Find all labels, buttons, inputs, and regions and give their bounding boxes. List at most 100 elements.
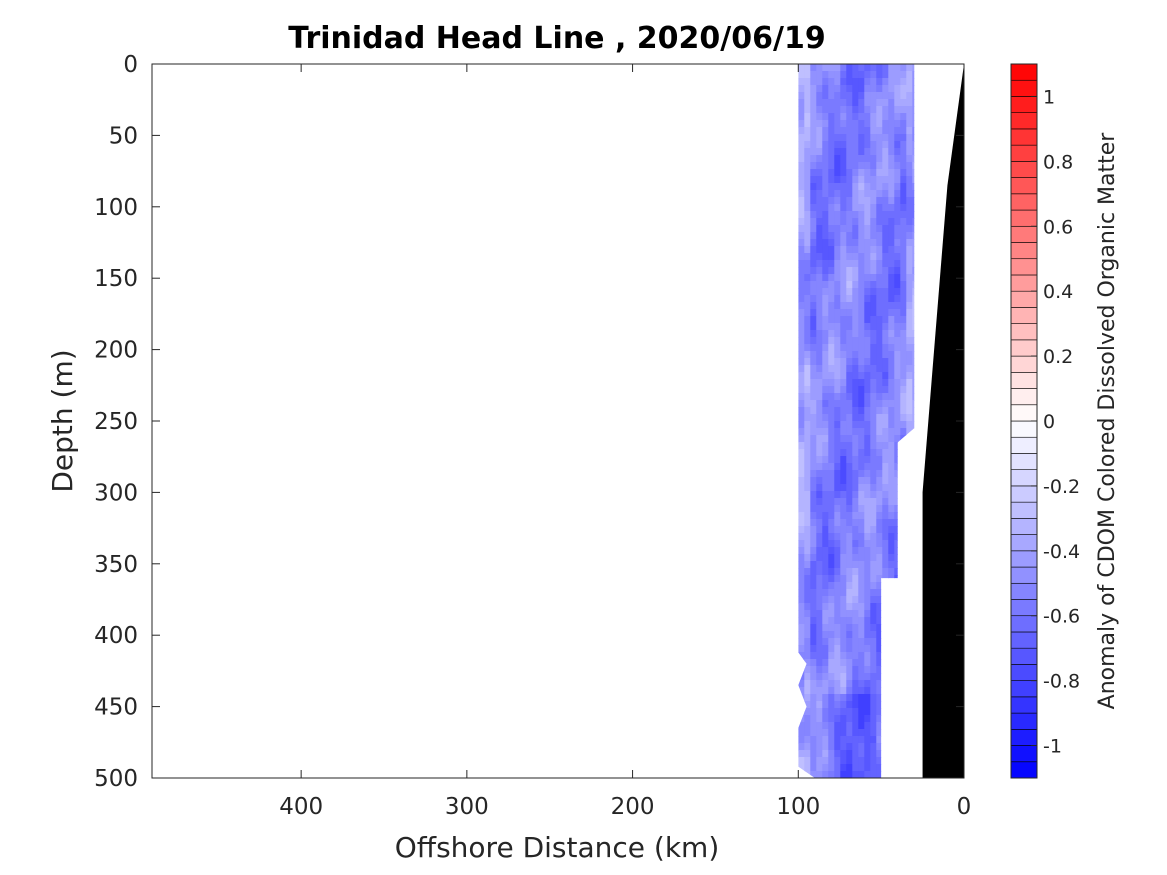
field-cell xyxy=(846,379,853,387)
field-cell xyxy=(804,610,811,618)
field-cell xyxy=(900,393,907,401)
field-cell xyxy=(888,288,895,296)
field-cell xyxy=(798,274,805,282)
field-cell xyxy=(894,295,901,303)
field-cell xyxy=(876,498,883,506)
field-cell xyxy=(906,393,913,401)
field-cell xyxy=(816,547,823,555)
field-cell xyxy=(894,512,901,520)
field-cell xyxy=(798,337,805,345)
field-cell xyxy=(804,400,811,408)
field-cell xyxy=(828,435,835,443)
field-cell xyxy=(846,589,853,597)
field-cell xyxy=(804,71,811,79)
field-cell xyxy=(888,505,895,513)
field-cell xyxy=(888,120,895,128)
field-cell xyxy=(870,743,877,751)
field-cell xyxy=(882,365,889,373)
field-cell xyxy=(804,526,811,534)
field-cell xyxy=(828,722,835,730)
field-cell xyxy=(864,169,871,177)
field-cell xyxy=(900,386,907,394)
field-cell xyxy=(798,582,805,590)
field-cell xyxy=(834,659,841,667)
field-cell xyxy=(912,120,915,128)
field-cell xyxy=(822,750,829,758)
field-cell xyxy=(834,386,841,394)
field-cell xyxy=(864,71,871,79)
field-cell xyxy=(834,253,841,261)
field-cell xyxy=(840,771,847,778)
field-cell xyxy=(804,729,811,737)
field-cell xyxy=(888,85,895,93)
field-cell xyxy=(852,267,859,275)
field-cell xyxy=(846,610,853,618)
field-cell xyxy=(900,211,907,219)
chart-title: Trinidad Head Line , 2020/06/19 xyxy=(288,21,825,56)
field-cell xyxy=(822,666,829,674)
field-cell xyxy=(810,379,817,387)
field-cell xyxy=(828,288,835,296)
field-cell xyxy=(840,330,847,338)
field-cell xyxy=(840,232,847,240)
field-cell xyxy=(828,190,835,198)
field-cell xyxy=(894,526,901,534)
field-cell xyxy=(840,204,847,212)
field-cell xyxy=(870,631,877,639)
field-cell xyxy=(834,435,841,443)
field-cell xyxy=(888,400,895,408)
field-cell xyxy=(834,603,841,611)
field-cell xyxy=(906,421,913,429)
field-cell xyxy=(870,470,877,478)
field-cell xyxy=(810,638,817,646)
field-cell xyxy=(828,526,835,534)
field-cell xyxy=(816,190,823,198)
field-cell xyxy=(846,267,853,275)
field-cell xyxy=(852,211,859,219)
field-cell xyxy=(876,393,883,401)
field-cell xyxy=(882,512,889,520)
field-cell xyxy=(810,708,817,716)
field-cell xyxy=(804,722,811,730)
field-cell xyxy=(858,246,865,254)
field-cell xyxy=(816,365,823,373)
field-cell xyxy=(816,71,823,79)
field-cell xyxy=(846,134,853,142)
field-cell xyxy=(888,344,895,352)
field-cell xyxy=(852,519,859,527)
field-cell xyxy=(846,232,853,240)
field-cell xyxy=(804,435,811,443)
field-cell xyxy=(900,64,907,72)
field-cell xyxy=(852,414,859,422)
field-cell xyxy=(858,71,865,79)
field-cell xyxy=(840,442,847,450)
colorbar-level xyxy=(1010,388,1038,406)
field-cell xyxy=(840,624,847,632)
field-cell xyxy=(846,771,853,778)
field-cell xyxy=(870,183,877,191)
field-cell xyxy=(798,386,805,394)
field-cell xyxy=(870,365,877,373)
field-cell xyxy=(798,645,805,653)
field-cell xyxy=(846,113,853,121)
field-cell xyxy=(840,253,847,261)
y-tick-label: 450 xyxy=(94,695,138,721)
colorbar-level xyxy=(1010,355,1038,373)
field-cell xyxy=(804,386,811,394)
field-cell xyxy=(876,526,883,534)
field-cell xyxy=(864,372,871,380)
field-cell xyxy=(894,232,901,240)
field-cell xyxy=(798,232,805,240)
field-cell xyxy=(864,526,871,534)
field-cell xyxy=(840,638,847,646)
field-cell xyxy=(822,274,829,282)
field-cell xyxy=(888,470,895,478)
field-cell xyxy=(888,316,895,324)
field-cell xyxy=(876,757,883,765)
field-cell xyxy=(816,386,823,394)
field-cell xyxy=(858,659,865,667)
field-cell xyxy=(846,295,853,303)
field-cell xyxy=(858,708,865,716)
field-cell xyxy=(828,169,835,177)
field-cell xyxy=(864,337,871,345)
